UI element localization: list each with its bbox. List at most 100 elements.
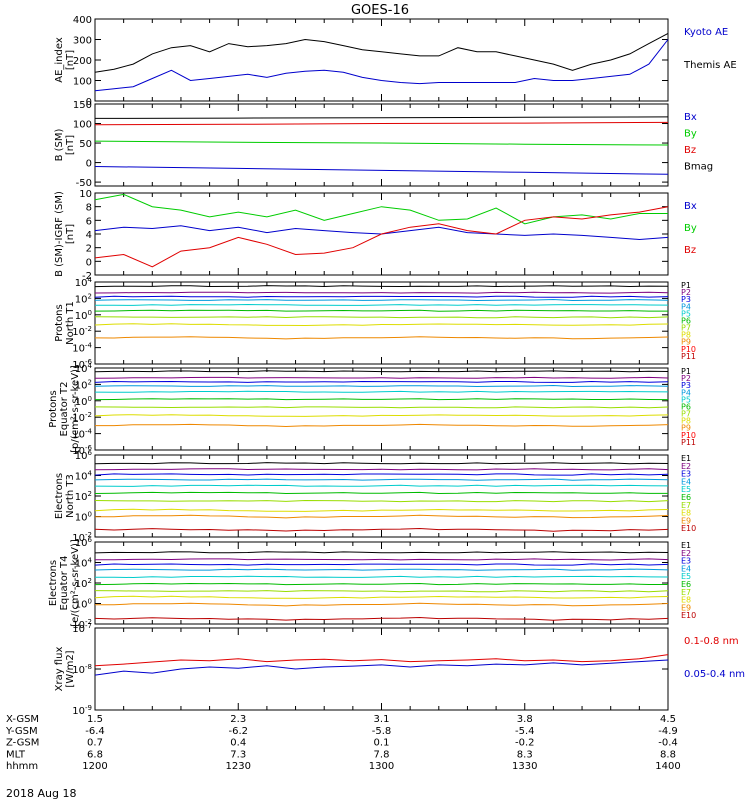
channel-electrons_t4-E6 <box>94 582 668 586</box>
y-axis-label: Electrons <box>54 473 65 519</box>
y-tick-label: 10-4 <box>72 342 92 355</box>
panel-b_sm: B (SM) [nT] Bx By Bz Bmag <box>54 103 713 187</box>
y-tick-label: 102 <box>75 577 92 590</box>
y-tick-label: 2 <box>86 244 92 255</box>
ephemeris-value: 8.3 <box>517 749 533 760</box>
channel-label-P11: P11 <box>681 352 696 361</box>
y-axis-label: North T3 <box>65 474 76 518</box>
ephemeris-value: 1300 <box>369 761 394 772</box>
y-axis-label: Xray flux <box>54 647 65 692</box>
channel-electrons_t3-E3 <box>94 473 669 476</box>
date-label: 2018 Aug 18 <box>6 787 76 800</box>
channel-label-P3: P3 <box>681 381 691 390</box>
channel-electrons_t3-E8 <box>94 508 669 512</box>
y-tick-label: 100 <box>73 120 92 131</box>
ephemeris-value: -6.4 <box>85 726 105 737</box>
ephemeris-value: -4.9 <box>658 726 678 737</box>
channel-protons_t1-P4 <box>94 298 669 302</box>
ephemeris-value: -5.8 <box>372 726 392 737</box>
channel-label-E3: E3 <box>681 557 691 566</box>
y-axis-label: AE_index <box>54 37 65 83</box>
y-tick-label: 8 <box>86 203 92 214</box>
channel-label-P10: P10 <box>681 431 696 440</box>
y-tick-label: 50 <box>79 139 92 150</box>
channel-electrons_t4-E8 <box>94 595 669 599</box>
channel-label-E6: E6 <box>681 580 691 589</box>
series-ae-0 <box>94 39 669 92</box>
ephemeris-value: -6.2 <box>228 726 248 737</box>
y-tick-label: -2 <box>82 271 92 282</box>
ephemeris-label: Y-GSM <box>5 726 38 737</box>
panel-frame <box>94 541 669 625</box>
series-b_minus_igrf-0 <box>94 225 669 241</box>
channel-electrons_t4-E1 <box>94 551 669 554</box>
legend-b_minus_igrf-2: Bz <box>684 245 696 256</box>
ephemeris-value: 1330 <box>512 761 537 772</box>
y-tick-label: -50 <box>76 178 92 189</box>
y-tick-label: 0 <box>86 257 92 268</box>
channel-label-E10: E10 <box>681 524 696 533</box>
y-tick-label: 0 <box>86 159 92 170</box>
y-tick-label: 10-7 <box>72 622 92 635</box>
channel-protons_t2-P7 <box>94 406 669 409</box>
ephemeris-value: 1230 <box>226 761 251 772</box>
channel-label-P9: P9 <box>681 338 691 347</box>
y-tick-label: 400 <box>73 15 92 26</box>
ephemeris-label: MLT <box>6 749 26 760</box>
series-b_sm-1 <box>94 140 669 146</box>
panel-frame <box>94 454 669 538</box>
plot-title: GOES-16 <box>351 3 409 18</box>
ephemeris-value: 7.3 <box>230 749 246 760</box>
legend-b_minus_igrf-0: Bx <box>684 201 697 212</box>
channel-label-E1: E1 <box>681 541 691 550</box>
channel-protons_t2-P9 <box>95 423 669 428</box>
channel-electrons_t3-E6 <box>94 491 668 495</box>
y-tick-label: 102 <box>75 378 92 391</box>
legend-ae-1: Themis AE <box>683 60 737 71</box>
channel-protons_t1-P2 <box>94 291 669 294</box>
channel-electrons_t4-E2 <box>94 558 669 561</box>
ephemeris-label: Z-GSM <box>6 738 39 749</box>
legend-b_sm-0: Bx <box>684 112 697 123</box>
legend-ae-0: Kyoto AE <box>684 27 728 38</box>
channel-label-E5: E5 <box>681 572 691 581</box>
ephemeris-value: 8.8 <box>660 749 676 760</box>
y-tick-label: 104 <box>75 276 93 289</box>
channel-electrons_t4-E10 <box>94 616 669 621</box>
channel-protons_t1-P3 <box>94 295 669 298</box>
ephemeris-value: 1200 <box>82 761 107 772</box>
series-b_minus_igrf-2 <box>94 206 669 268</box>
channel-electrons_t4-E3 <box>94 563 669 566</box>
channel-protons_t2-P5 <box>94 390 669 393</box>
channel-electrons_t4-E9 <box>94 602 669 607</box>
channel-label-P6: P6 <box>681 402 691 411</box>
ephemeris-label: X-GSM <box>6 714 39 725</box>
y-tick-label: 10-6 <box>72 358 92 371</box>
ephemeris-value: 0.4 <box>230 738 246 749</box>
channel-electrons_t3-E2 <box>94 468 669 471</box>
channel-protons_t2-P4 <box>94 384 669 388</box>
channel-label-P10: P10 <box>681 345 696 354</box>
y-tick-label: 106 <box>75 449 93 462</box>
panel-ae: AE_index [nT] Kyoto AE Themis AE <box>54 18 737 102</box>
channel-label-E7: E7 <box>681 501 691 510</box>
y-tick-label: 104 <box>75 557 93 570</box>
y-axis-label: [e/(cm²-s-sr-keV)] <box>70 539 81 627</box>
y-tick-label: 10-2 <box>72 325 92 338</box>
ephemeris-value: -5.4 <box>515 726 535 737</box>
channel-label-P4: P4 <box>681 388 691 397</box>
series-b_sm-0 <box>94 166 669 175</box>
channel-electrons_t3-E1 <box>94 462 669 465</box>
channel-label-E2: E2 <box>681 549 691 558</box>
series-b_minus_igrf-1 <box>94 193 668 225</box>
ephemeris-value: 7.8 <box>374 749 390 760</box>
series-ae-1 <box>94 32 669 73</box>
y-axis-label: North T1 <box>65 301 76 345</box>
y-tick-label: 100 <box>75 309 92 322</box>
channel-protons_t1-P9 <box>94 336 669 340</box>
y-axis-label: [nT] <box>65 135 76 155</box>
y-axis-label: Protons <box>48 390 59 427</box>
channel-protons_t2-P6 <box>94 398 669 401</box>
channel-label-E4: E4 <box>681 477 691 486</box>
